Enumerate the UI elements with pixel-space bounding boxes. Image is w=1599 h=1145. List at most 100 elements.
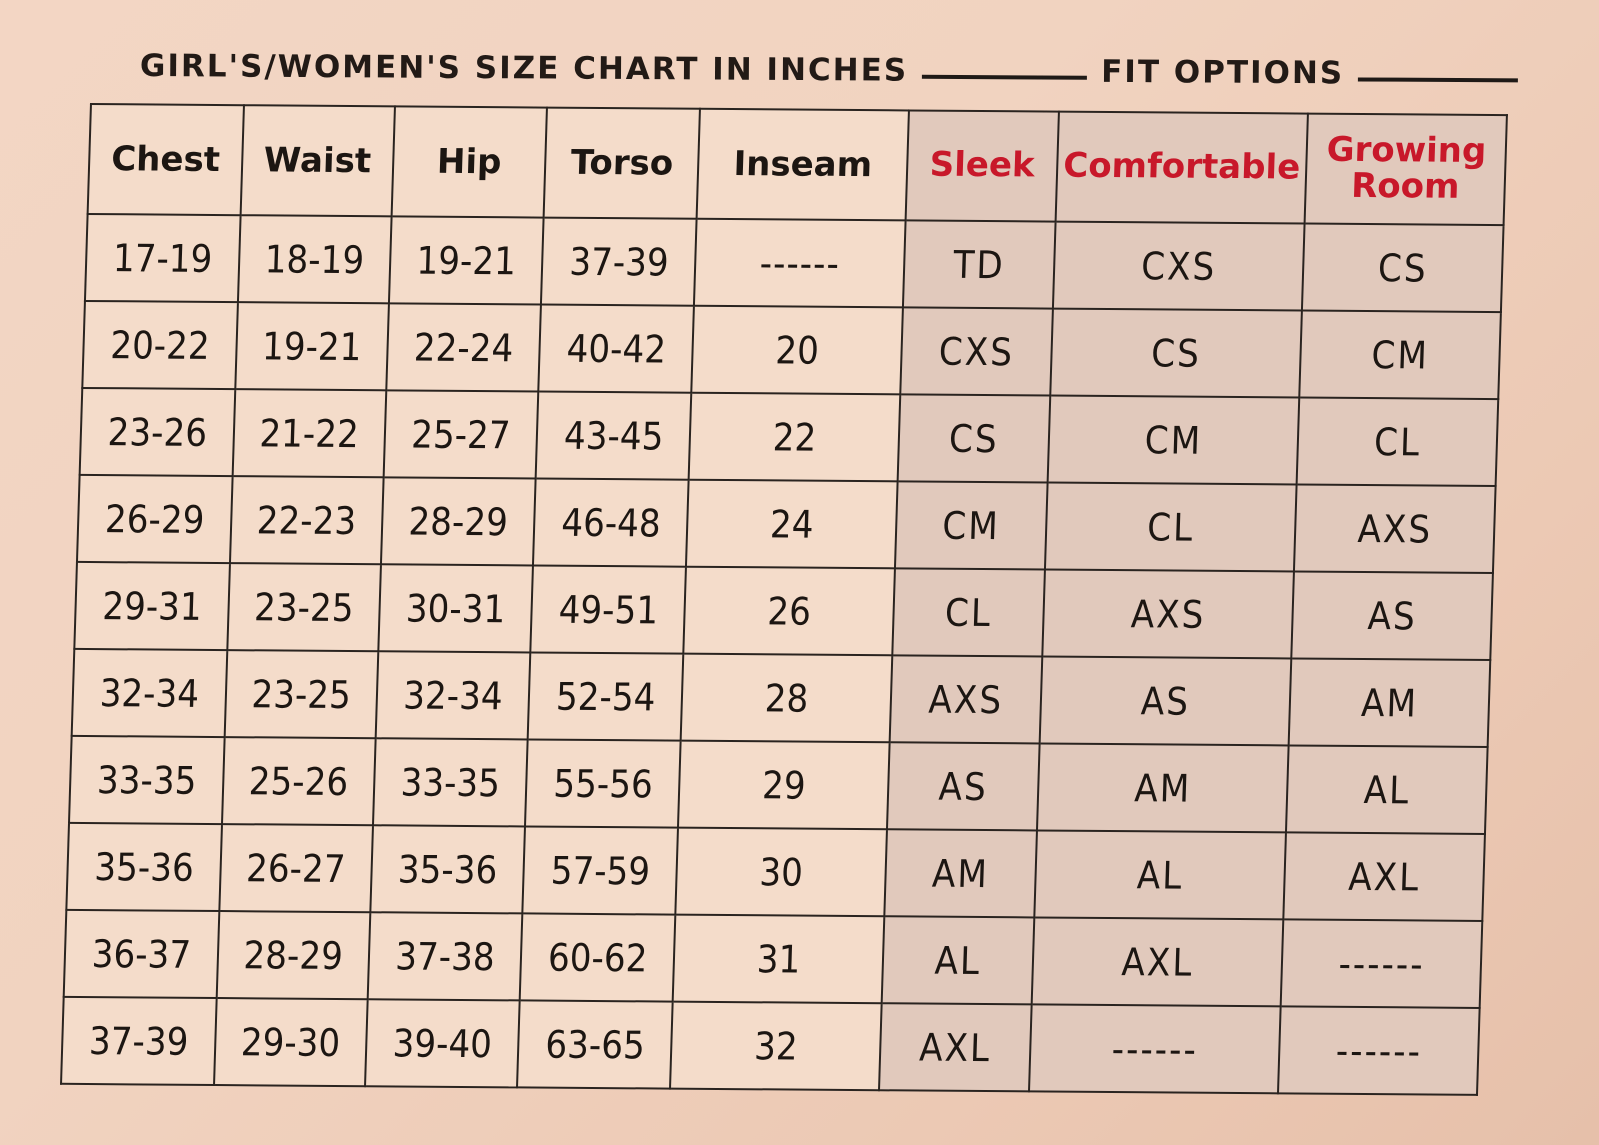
table-row: 26-29 22-23 28-29 46-48 24 CM CL AXS [76,474,1496,574]
inseam-cell: 30 [675,827,887,917]
inseam-cell: 32 [670,1001,882,1091]
column-header-growing-room: Growing Room [1304,113,1507,226]
growing-room-cell: AS [1291,571,1493,661]
torso-cell: 55-56 [525,739,681,828]
comfortable-cell: AS [1039,656,1292,746]
torso-cell: 40-42 [538,304,695,393]
waist-cell: 22-23 [229,476,384,565]
torso-cell: 46-48 [533,478,689,567]
table-row: 36-37 28-29 37-38 60-62 31 AL AXL ------ [63,909,1483,1008]
table-row: 37-39 29-30 39-40 63-65 32 AXL ------ --… [61,996,1480,1095]
growing-room-cell: CL [1296,397,1499,487]
comfortable-cell: CL [1044,482,1297,572]
sleek-cell: AM [884,829,1037,918]
inseam-cell: 20 [691,305,903,395]
table-row: 20-22 19-21 22-24 40-42 20 CXS CS CM [82,300,1501,400]
heading-rule [1358,77,1519,83]
waist-cell: 29-30 [213,998,368,1087]
waist-cell: 18-19 [237,215,392,304]
hip-cell: 19-21 [388,216,544,305]
waist-cell: 26-27 [219,824,373,913]
waist-cell: 23-25 [224,650,378,739]
sleek-cell: CXS [900,307,1053,396]
waist-cell: 21-22 [232,389,386,478]
hip-cell: 30-31 [377,564,534,653]
growing-room-cell: CS [1302,223,1504,313]
size-chart-body: 17-19 18-19 19-21 37-39 ------ TD CXS CS… [61,213,1504,1095]
hip-cell: 39-40 [364,999,521,1088]
inseam-cell: ------ [694,218,906,308]
hip-cell: 37-38 [367,912,523,1001]
torso-cell: 52-54 [528,652,684,741]
waist-cell: 19-21 [235,302,389,391]
chest-cell: 20-22 [82,300,238,390]
chest-cell: 26-29 [76,474,233,564]
hip-cell: 22-24 [385,303,542,392]
fit-options-title: FIT OPTIONS [1101,53,1345,92]
sleek-cell: AS [886,742,1040,831]
torso-cell: 63-65 [517,1000,673,1089]
sleek-cell: CL [892,568,1045,657]
sleek-cell: AXS [889,655,1043,744]
column-header-comfortable: Comfortable [1055,111,1309,224]
inseam-cell: 29 [678,740,890,830]
column-header-chest: Chest [87,104,244,216]
size-chart-container: Chest Waist Hip Torso Inseam Sleek Comfo… [60,103,1508,1096]
table-row: 35-36 26-27 35-36 57-59 30 AM AL AXL [66,822,1485,921]
chart-title: GIRL'S/WOMEN'S SIZE CHART IN INCHES [139,48,909,89]
table-row: 32-34 23-25 32-34 52-54 28 AXS AS AM [71,648,1491,747]
growing-room-cell: AXS [1294,484,1496,574]
table-row: 23-26 21-22 25-27 43-45 22 CS CM CL [79,387,1499,487]
growing-room-cell: ------ [1278,1006,1480,1095]
inseam-cell: 24 [686,479,898,569]
comfortable-cell: CM [1047,395,1300,485]
chest-cell: 37-39 [61,996,217,1086]
column-header-hip: Hip [391,106,548,218]
torso-cell: 49-51 [530,565,687,654]
comfortable-cell: CXS [1052,221,1305,311]
chest-cell: 35-36 [66,822,222,912]
growing-room-cell: AXL [1283,832,1485,921]
column-header-waist: Waist [240,105,395,217]
chest-cell: 36-37 [63,909,220,999]
hip-cell: 32-34 [375,651,531,740]
size-chart-table: Chest Waist Hip Torso Inseam Sleek Comfo… [60,103,1508,1096]
comfortable-cell: ------ [1028,1004,1281,1094]
waist-cell: 28-29 [216,911,370,1000]
sleek-cell: CS [897,394,1050,483]
chart-heading: GIRL'S/WOMEN'S SIZE CHART IN INCHES FIT … [140,34,1520,92]
header-row: Chest Waist Hip Torso Inseam Sleek Comfo… [87,104,1507,226]
torso-cell: 57-59 [522,826,679,915]
table-row: 17-19 18-19 19-21 37-39 ------ TD CXS CS [84,213,1504,313]
sleek-cell: AXL [878,1003,1032,1092]
column-header-torso: Torso [543,107,701,219]
column-header-sleek: Sleek [905,110,1059,222]
hip-cell: 25-27 [383,390,539,479]
chest-cell: 23-26 [79,387,236,477]
chest-cell: 29-31 [74,561,230,651]
table-row: 33-35 25-26 33-35 55-56 29 AS AM AL [69,735,1488,834]
comfortable-cell: AXL [1031,917,1284,1007]
inseam-cell: 28 [680,653,893,743]
torso-cell: 43-45 [535,391,692,480]
chest-cell: 32-34 [71,648,228,738]
torso-cell: 60-62 [520,913,676,1002]
comfortable-cell: AXS [1042,569,1295,659]
growing-room-cell: AL [1286,745,1488,834]
sleek-cell: AL [881,916,1035,1005]
sleek-cell: CM [894,481,1048,570]
hip-cell: 28-29 [380,477,536,566]
column-header-inseam: Inseam [696,108,909,221]
heading-rule [922,74,1088,80]
comfortable-cell: CS [1049,308,1303,398]
sleek-cell: TD [902,220,1056,309]
growing-room-cell: ------ [1280,919,1483,1008]
chest-cell: 17-19 [84,213,241,303]
torso-cell: 37-39 [541,217,697,306]
comfortable-cell: AL [1034,830,1287,920]
inseam-cell: 31 [672,914,885,1004]
waist-cell: 23-25 [227,563,381,652]
inseam-cell: 26 [683,566,895,656]
hip-cell: 35-36 [369,825,526,914]
